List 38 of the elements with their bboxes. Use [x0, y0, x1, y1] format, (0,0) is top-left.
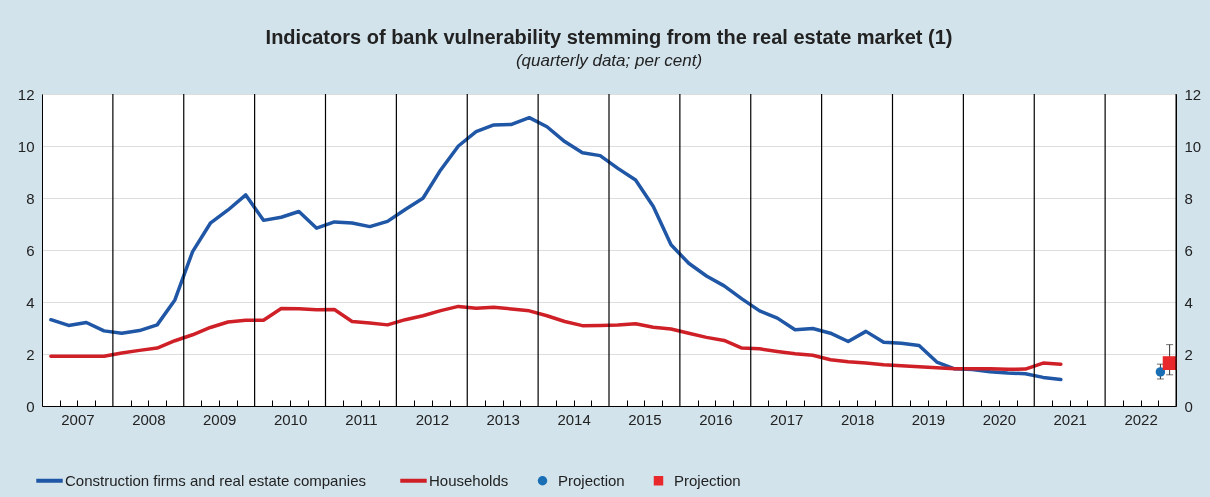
y2-tick-label: 8	[1184, 189, 1193, 207]
x-tick-label: 2019	[911, 410, 946, 428]
y-tick-label: 12	[17, 85, 35, 103]
legend-label: Projection	[558, 471, 625, 489]
y-tick-label: 2	[26, 345, 35, 363]
y-tick-label: 4	[26, 293, 35, 311]
x-tick-label: 2011	[345, 410, 378, 428]
y-tick-label: 10	[17, 137, 35, 155]
chart-title: Indicators of bank vulnerability stemming from the real estate market (1)	[265, 26, 953, 48]
x-tick-label: 2014	[557, 410, 591, 428]
line-series	[49, 304, 1063, 372]
x-tick-label: 2009	[203, 410, 237, 428]
y2-tick-label: 2	[1184, 345, 1193, 363]
x-tick-label: 2015	[628, 410, 662, 428]
x-tick-label: 2007	[61, 410, 95, 428]
x-tick-label: 2021	[1053, 410, 1087, 428]
y2-tick-label: 0	[1184, 397, 1193, 415]
y-tick-label: 0	[26, 397, 35, 415]
y-tick-label: 6	[26, 241, 35, 259]
y2-tick-label: 12	[1184, 85, 1202, 103]
x-tick-label: 2018	[840, 410, 875, 428]
x-tick-label: 2008	[132, 410, 166, 428]
legend-label: Construction firms and real estate companies	[65, 471, 366, 489]
x-tick-label: 2012	[415, 410, 449, 428]
y2-tick-label: 6	[1184, 241, 1193, 259]
x-tick-label: 2017	[770, 410, 804, 428]
legend-label: Projection	[674, 471, 741, 489]
y-tick-label: 8	[26, 189, 35, 207]
legend-label: Households	[429, 471, 509, 489]
chart-subtitle: (quarterly data; per cent)	[515, 51, 703, 70]
y2-tick-label: 10	[1184, 137, 1202, 155]
line-series	[49, 115, 1063, 382]
x-tick-label: 2010	[273, 410, 308, 428]
y2-tick-label: 4	[1184, 293, 1193, 311]
x-tick-label: 2013	[486, 410, 520, 428]
x-tick-label: 2022	[1124, 410, 1158, 428]
x-tick-label: 2020	[982, 410, 1016, 428]
x-tick-label: 2016	[699, 410, 733, 428]
